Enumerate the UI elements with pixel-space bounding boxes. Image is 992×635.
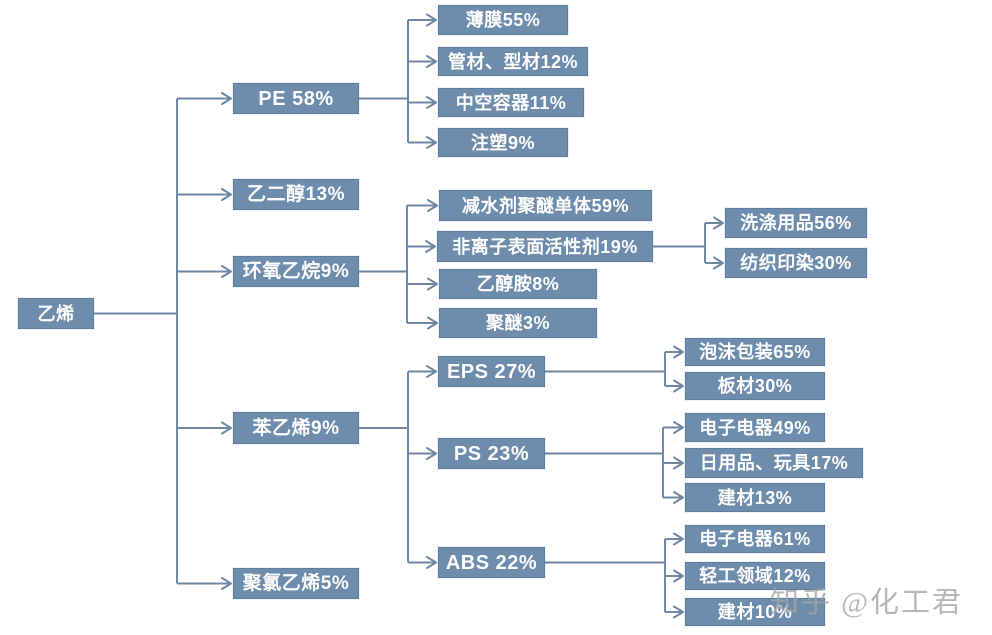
arrowhead-icon — [426, 447, 437, 460]
arrowhead-icon — [221, 421, 232, 435]
node-foam: 泡沫包装65% — [685, 338, 825, 366]
node-styrene: 苯乙烯9% — [233, 412, 359, 444]
node-ps: PS 23% — [438, 438, 545, 469]
node-pe: PE 58% — [233, 83, 359, 114]
arrowhead-icon — [426, 136, 437, 149]
node-build13: 建材13% — [685, 483, 825, 512]
arrowhead-icon — [425, 240, 436, 253]
node-elec49: 电子电器49% — [685, 413, 825, 442]
arrowhead-icon — [221, 265, 232, 278]
node-polycarboxylate: 减水剂聚醚单体59% — [439, 190, 652, 221]
node-elec61: 电子电器61% — [685, 525, 825, 553]
arrowhead-icon — [713, 256, 724, 270]
node-meg: 乙二醇13% — [233, 179, 359, 210]
node-daily: 日用品、玩具17% — [685, 448, 863, 478]
arrowhead-icon — [426, 13, 437, 27]
arrowhead-icon — [426, 96, 437, 109]
arrowhead-icon — [427, 199, 438, 212]
node-pvc: 聚氯乙烯5% — [233, 568, 359, 599]
node-film: 薄膜55% — [438, 5, 568, 35]
node-light: 轻工领域12% — [685, 562, 825, 590]
arrowhead-icon — [673, 532, 684, 546]
node-injection: 注塑9% — [438, 128, 568, 157]
arrowhead-icon — [673, 421, 684, 434]
node-eps: EPS 27% — [438, 356, 545, 387]
node-eo: 环氧乙烷9% — [233, 256, 359, 287]
arrowhead-icon — [426, 556, 437, 569]
arrowhead-icon — [673, 491, 684, 504]
node-build10: 建材10% — [685, 598, 825, 626]
node-polyether: 聚醚3% — [439, 308, 597, 338]
arrowhead-icon — [221, 188, 232, 201]
node-hollow: 中空容器11% — [438, 88, 584, 117]
node-textile: 纺织印染30% — [725, 248, 867, 278]
arrowhead-icon — [673, 379, 684, 393]
arrowhead-icon — [673, 345, 684, 359]
node-board: 板材30% — [685, 372, 825, 400]
node-ethylene: 乙烯 — [18, 298, 94, 329]
arrowhead-icon — [673, 605, 684, 619]
arrowhead-icon — [673, 456, 684, 470]
arrowhead-icon — [221, 92, 232, 105]
node-abs: ABS 22% — [438, 547, 545, 578]
arrowhead-icon — [426, 55, 437, 68]
node-pipe: 管材、型材12% — [438, 47, 588, 76]
arrowhead-icon — [426, 365, 437, 378]
arrowhead-icon — [427, 316, 438, 330]
node-washing: 洗涤用品56% — [725, 208, 867, 238]
arrowhead-icon — [713, 216, 724, 230]
arrowhead-icon — [427, 277, 438, 291]
node-ethanolamine: 乙醇胺8% — [439, 269, 597, 299]
arrowhead-icon — [221, 577, 232, 590]
arrowhead-icon — [673, 569, 684, 583]
node-surfactant: 非离子表面活性剂19% — [437, 231, 653, 262]
